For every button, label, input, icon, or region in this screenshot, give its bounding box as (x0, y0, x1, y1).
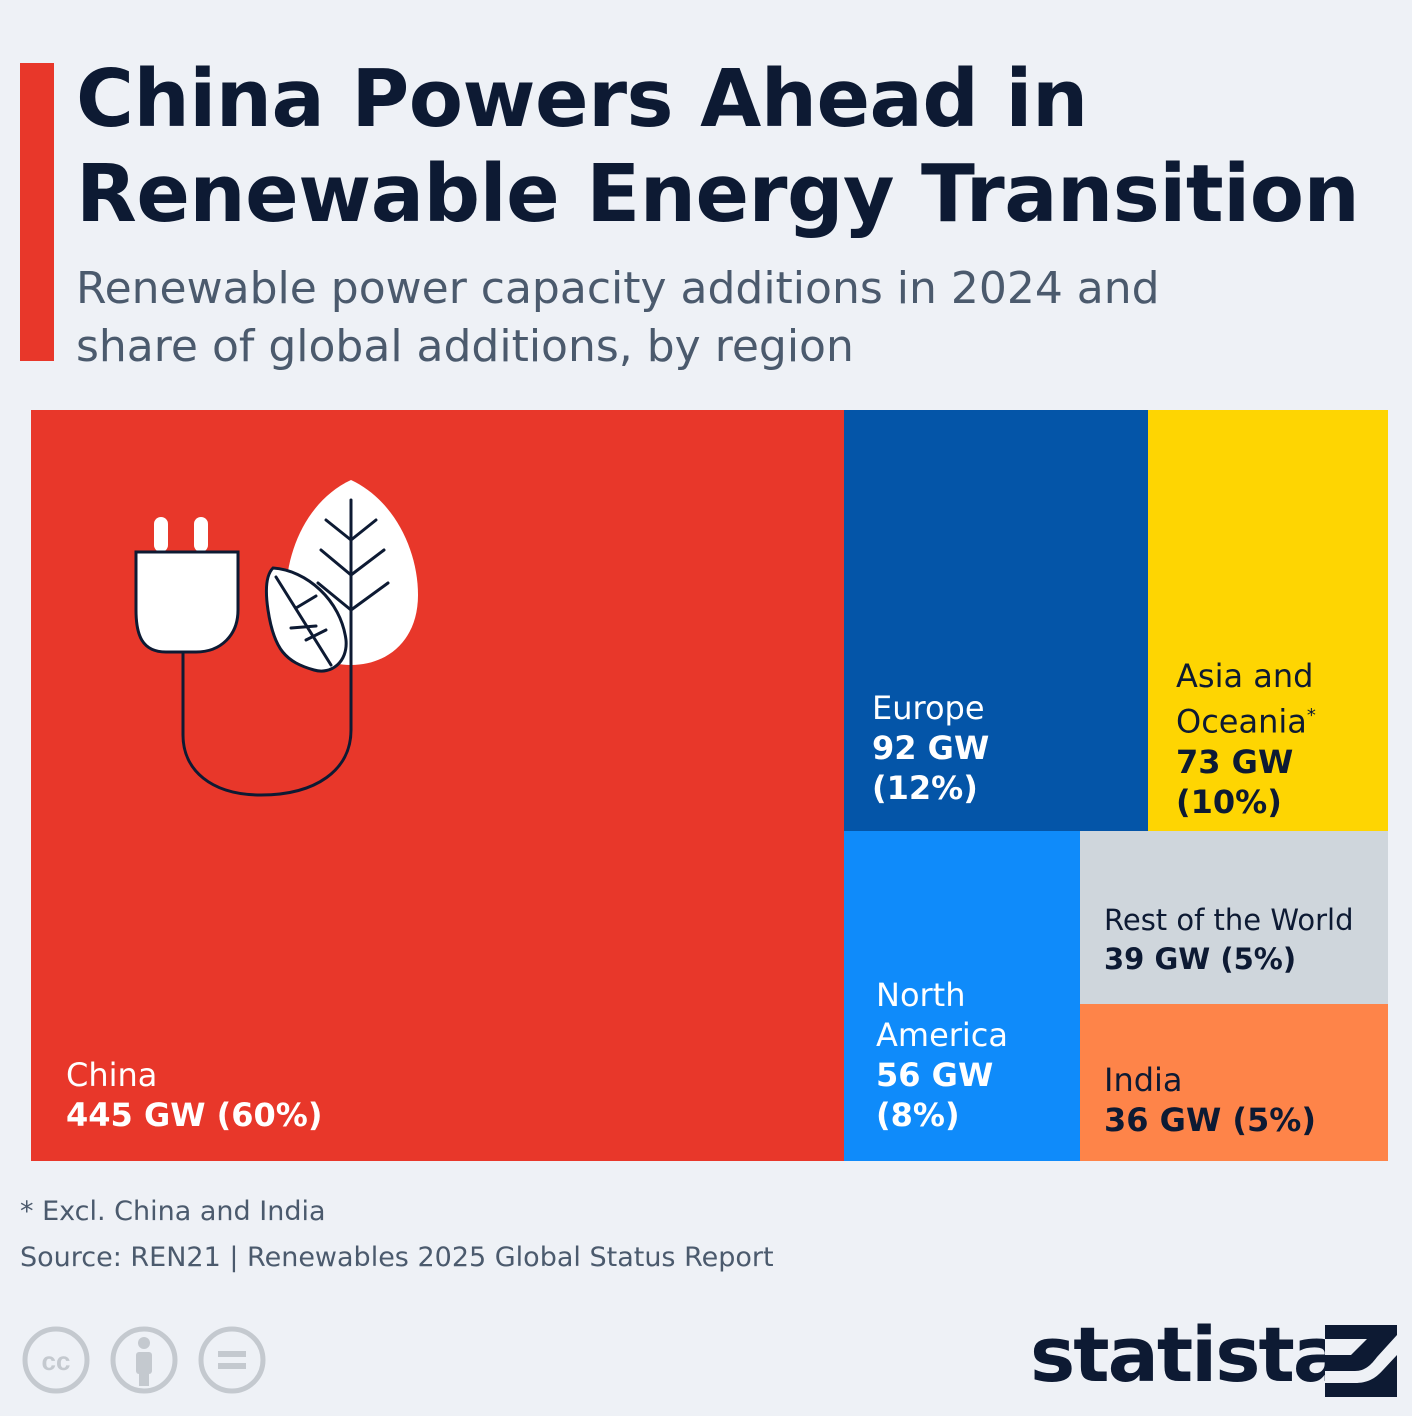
india-name: India (1104, 1061, 1183, 1099)
europe-name: Europe (872, 689, 985, 727)
treemap-cell-europe: Europe 92 GW (12%) (844, 410, 1148, 831)
accent-bar (20, 63, 54, 361)
asia-value: 73 GW (1176, 742, 1294, 781)
statista-mark-icon (1325, 1325, 1397, 1397)
asia-label: Asia and Oceania* 73 GW (10%) (1176, 656, 1316, 822)
statista-wordmark: statista (1030, 1310, 1344, 1399)
cc-icon (22, 1326, 90, 1394)
china-name: China (66, 1056, 158, 1094)
chart-title: China Powers Ahead in Renewable Energy T… (76, 53, 1360, 240)
asia-share: (10%) (1176, 782, 1282, 821)
north-america-name-line1: North (876, 976, 966, 1014)
india-label: India 36 GW (5%) (1104, 1060, 1316, 1140)
asia-name-line2: Oceania (1176, 702, 1307, 741)
cc-icon-text: cc (42, 1346, 71, 1376)
attribution-icon (110, 1326, 178, 1394)
europe-value: 92 GW (872, 729, 990, 767)
china-value: 445 GW (60%) (66, 1096, 323, 1134)
rest-of-world-label: Rest of the World 39 GW (5%) (1104, 901, 1353, 979)
rest-of-world-name: Rest of the World (1104, 903, 1354, 937)
europe-label: Europe 92 GW (12%) (872, 688, 989, 808)
footnote: * Excl. China and India (20, 1196, 326, 1227)
north-america-share: (8%) (876, 1096, 960, 1134)
treemap-cell-north-america: North America 56 GW (8%) (844, 831, 1080, 1161)
no-derivatives-icon (198, 1326, 266, 1394)
statista-logo[interactable]: statista (1030, 1310, 1400, 1400)
treemap-cell-asia-oceania: Asia and Oceania* 73 GW (10%) (1148, 410, 1388, 831)
treemap-cell-rest-of-world: Rest of the World 39 GW (5%) (1080, 831, 1388, 1004)
north-america-name-line2: America (876, 1016, 1008, 1054)
chart-subtitle: Renewable power capacity additions in 20… (76, 263, 1160, 372)
rest-of-world-value: 39 GW (5%) (1104, 942, 1297, 976)
asia-name-line1: Asia and (1176, 657, 1314, 695)
plug-leaf-icon (134, 480, 418, 797)
treemap-cell-india: India 36 GW (5%) (1080, 1004, 1388, 1161)
india-value: 36 GW (5%) (1104, 1101, 1316, 1139)
europe-share: (12%) (872, 769, 978, 807)
creative-commons-icons[interactable]: cc (20, 1324, 270, 1396)
treemap-chart: China 445 GW (60%) Europe 92 GW (12%) As… (31, 410, 1388, 1161)
source-text: Source: REN21 | Renewables 2025 Global S… (20, 1242, 774, 1273)
asia-footnote-mark: * (1306, 705, 1316, 726)
north-america-label: North America 56 GW (8%) (876, 975, 1008, 1135)
treemap-cell-china: China 445 GW (60%) (31, 410, 844, 1161)
north-america-value: 56 GW (876, 1056, 994, 1094)
china-label: China 445 GW (60%) (66, 1055, 322, 1135)
